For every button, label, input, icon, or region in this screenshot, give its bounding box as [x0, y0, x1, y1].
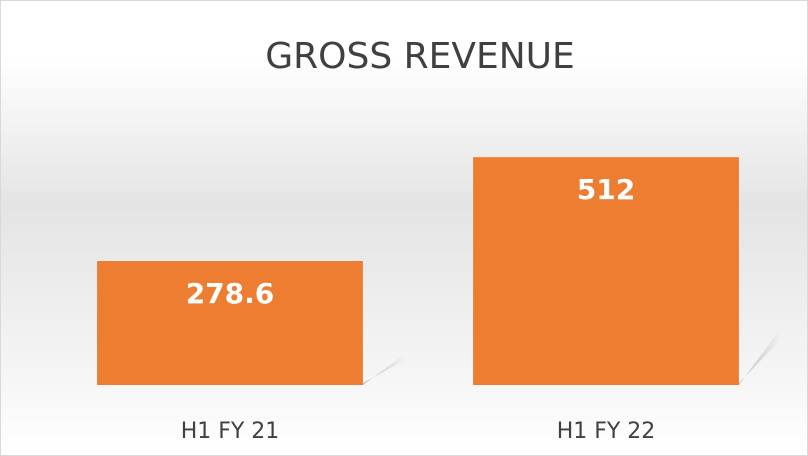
bar [97, 261, 363, 385]
data-label: 512 [577, 173, 635, 206]
x-tick-label: H1 FY 21 [181, 419, 280, 444]
data-label: 278.6 [186, 277, 275, 310]
bar [473, 157, 739, 385]
x-tick-label: H1 FY 22 [557, 419, 656, 444]
bar-shadow [738, 328, 781, 385]
chart-title: GROSS REVENUE [265, 36, 575, 77]
bar-shadow [362, 354, 405, 385]
